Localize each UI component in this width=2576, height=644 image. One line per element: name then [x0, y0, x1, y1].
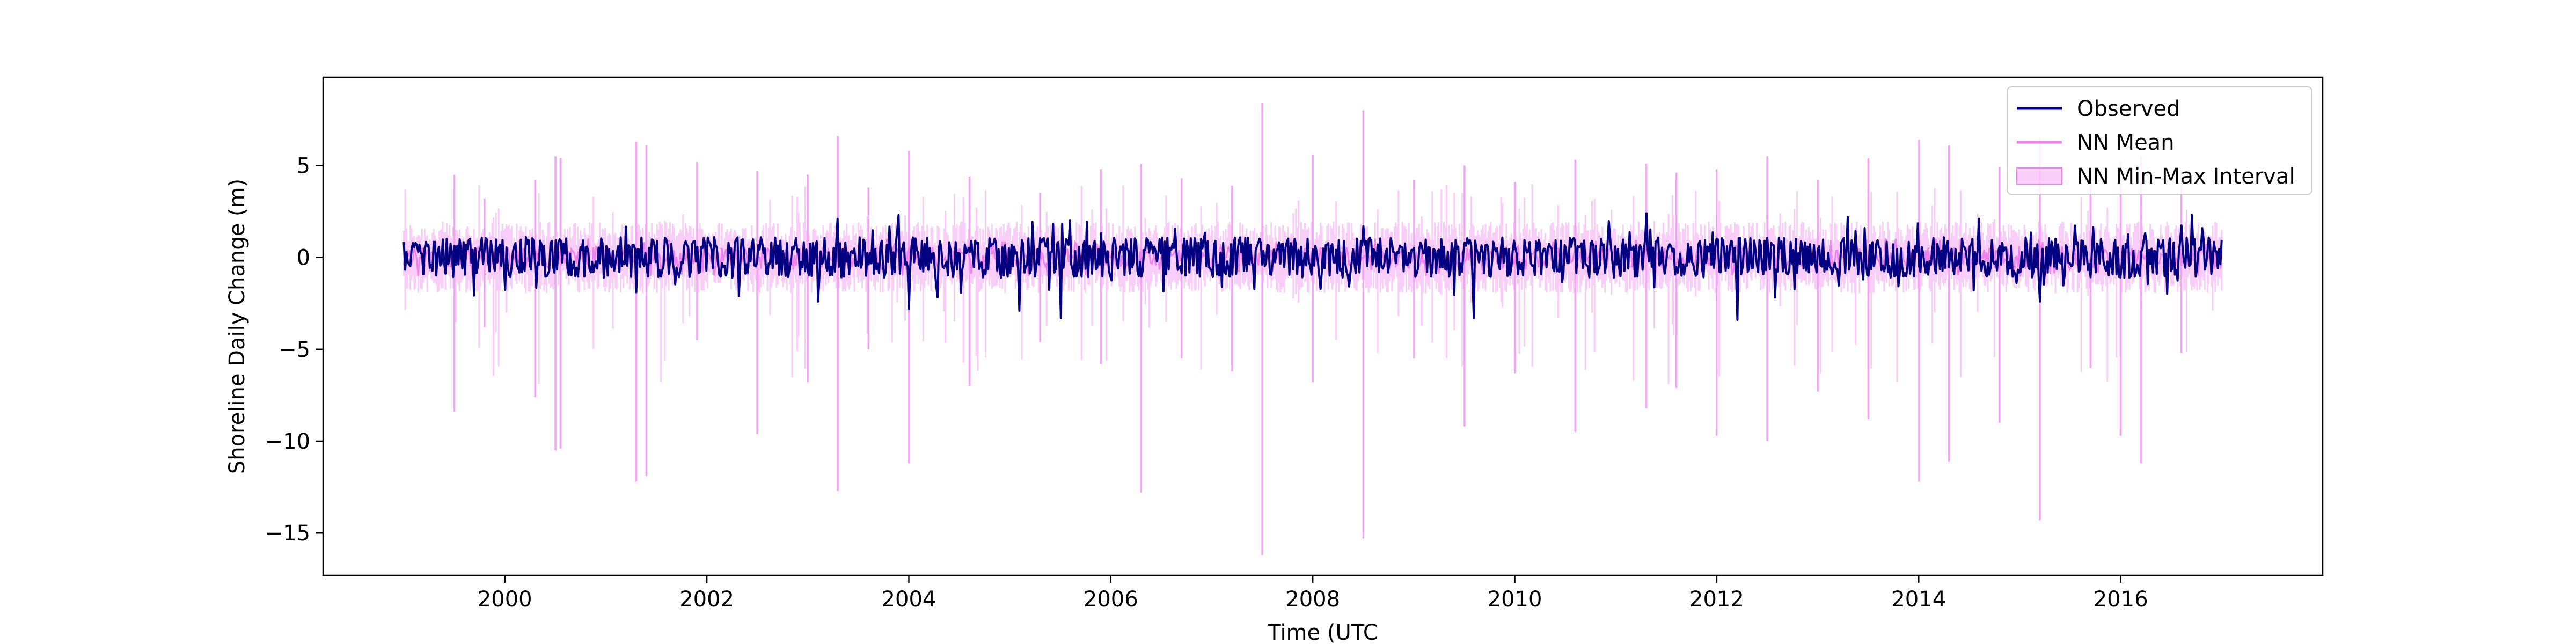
legend-box: [2007, 86, 2312, 195]
legend-nn-interval-label: NN Min-Max Interval: [2077, 164, 2295, 189]
x-tick-label: 2014: [1891, 587, 1946, 612]
y-tick-label: −10: [265, 429, 310, 454]
y-tick-label: −5: [279, 338, 310, 362]
y-axis: 5 0 −5 −10 −15: [265, 153, 323, 546]
x-tick-label: 2002: [679, 587, 734, 612]
x-axis-label: Time (UTC: [1267, 620, 1378, 644]
x-tick-label: 2008: [1285, 587, 1340, 612]
plot-frame: [322, 76, 2324, 576]
observed-series: [402, 212, 2223, 321]
legend-observed-label: Observed: [2077, 97, 2180, 121]
y-tick-label: 5: [297, 153, 310, 178]
y-tick-label: 0: [297, 246, 310, 270]
y-tick-label: −15: [265, 521, 310, 546]
legend-nn-interval-swatch: [2016, 167, 2062, 185]
observed-line: [402, 212, 2223, 321]
x-tick-label: 2012: [1689, 587, 1744, 612]
x-tick-label: 2016: [2094, 587, 2148, 612]
x-tick-label: 2004: [882, 587, 936, 612]
x-tick-label: 2000: [478, 587, 532, 612]
y-axis-label: Shoreline Daily Change (m): [225, 179, 250, 474]
x-tick-label: 2010: [1488, 587, 1542, 612]
legend-nn-mean-label: NN Mean: [2077, 130, 2175, 155]
x-axis: 2000 2002 2004 2006 2008 2010 2012 2014 2016: [478, 575, 2148, 612]
x-tick-label: 2006: [1084, 587, 1138, 612]
legend: Observed NN Mean NN Min-Max Interval: [2007, 86, 2312, 195]
